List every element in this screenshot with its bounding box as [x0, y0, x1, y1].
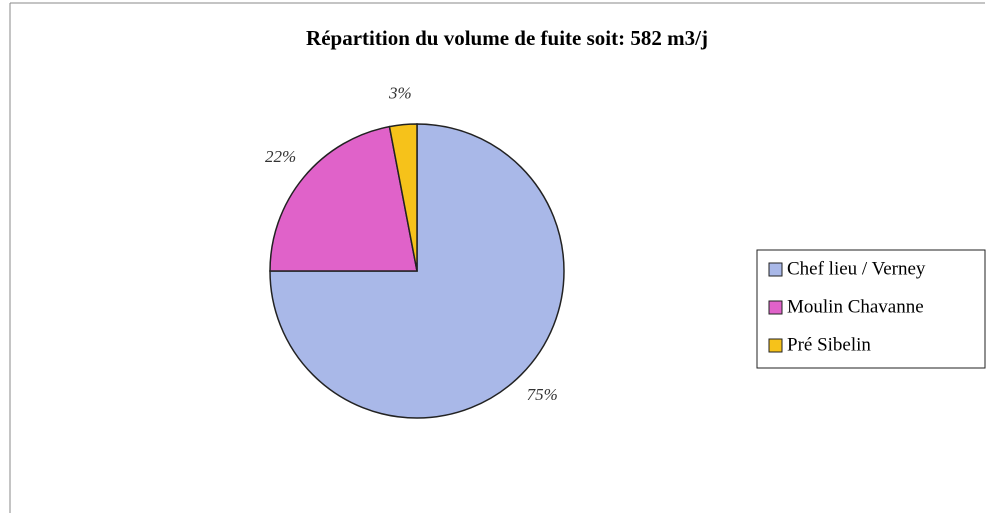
legend-label: Moulin Chavanne [787, 296, 924, 317]
legend-box [756, 249, 986, 369]
pie-slice [388, 123, 418, 272]
value-label: 3% [388, 84, 412, 103]
pie-slice [269, 125, 418, 272]
legend-swatch [768, 338, 783, 353]
value-label: 22% [265, 147, 296, 166]
legend-swatch [768, 300, 783, 315]
chart-title: Répartition du volume de fuite soit: 582… [306, 26, 708, 50]
value-label: 75% [527, 385, 558, 404]
legend-swatch [768, 262, 783, 277]
legend-label: Pré Sibelin [787, 334, 871, 355]
legend-label: Chef lieu / Verney [787, 258, 926, 279]
